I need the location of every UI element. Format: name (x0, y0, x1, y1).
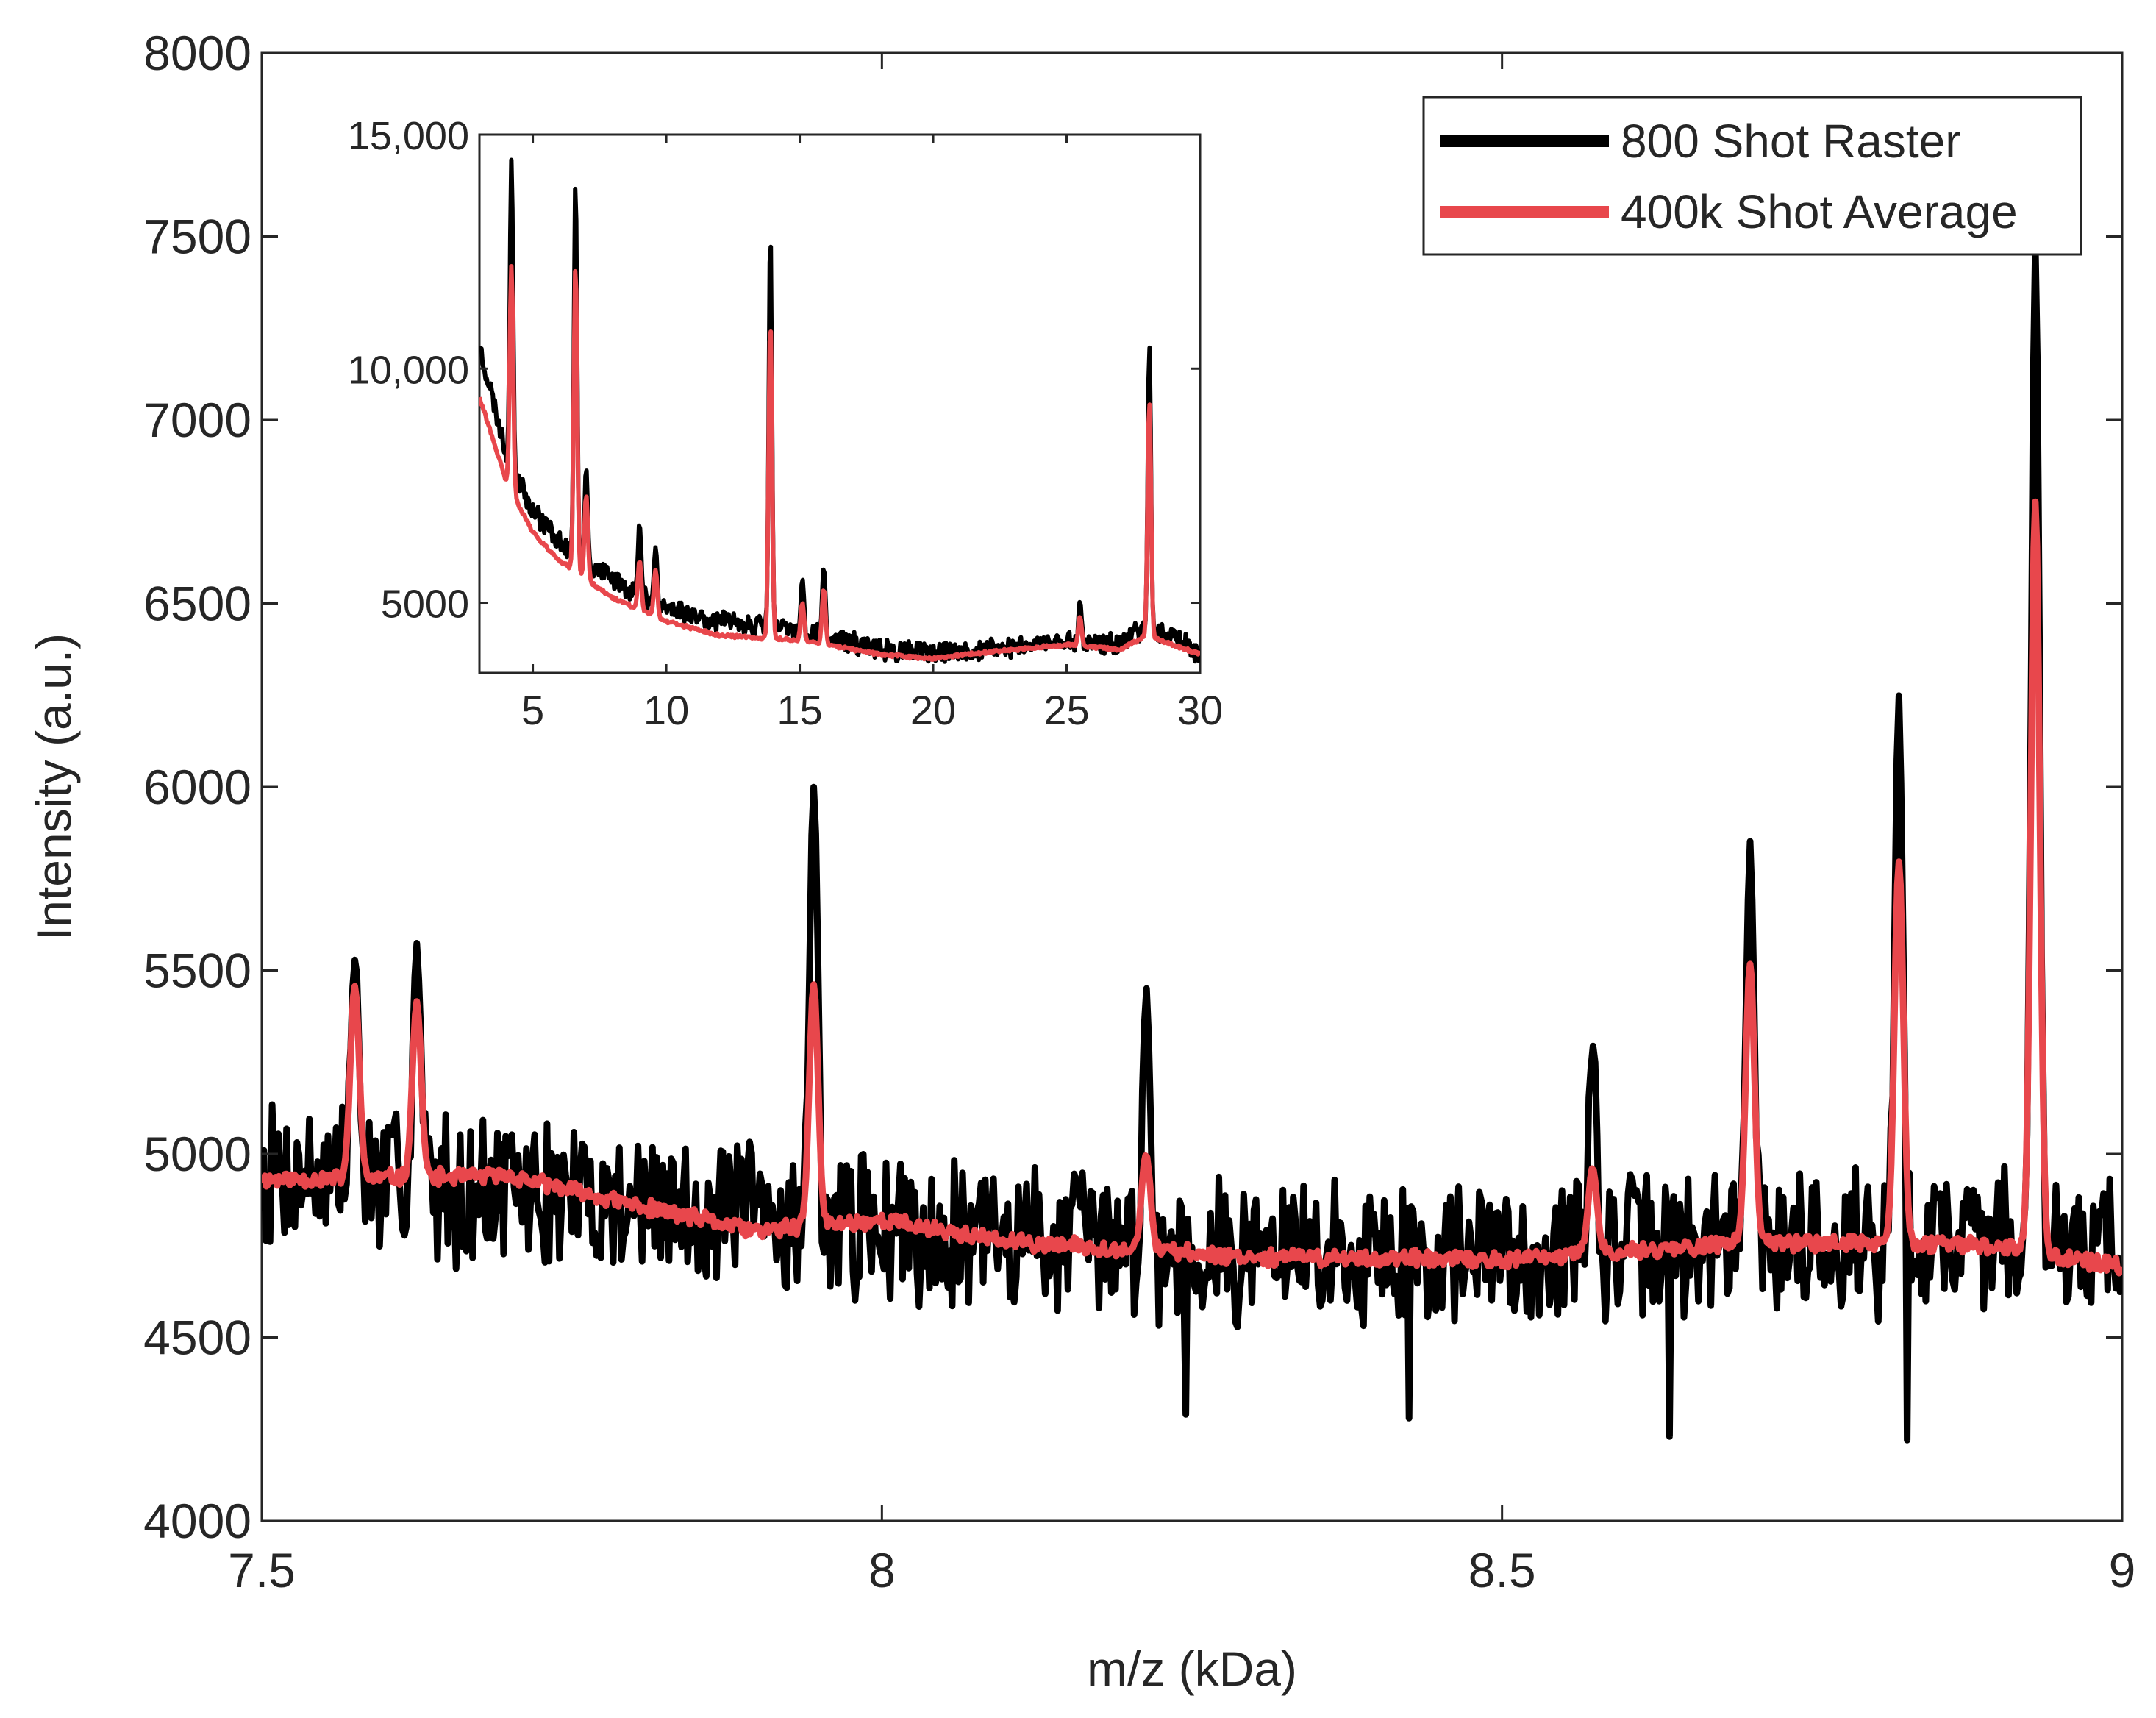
main-x-tick-label: 9 (2109, 1543, 2136, 1597)
average-series-group (262, 498, 2122, 1277)
raster-series-line (262, 240, 2122, 1444)
legend: 800 Shot Raster 400k Shot Average (1422, 96, 2082, 256)
main-y-tick-label: 6500 (143, 577, 251, 631)
inset-x-tick-label: 15 (777, 687, 822, 733)
inset-plot: 5 10 15 20 25 30 5000 10,000 15,000 (348, 114, 1223, 733)
main-x-tick-label: 8 (868, 1543, 896, 1597)
main-y-tick-label: 8000 (143, 26, 251, 80)
main-x-tick-label: 7.5 (228, 1543, 296, 1597)
main-y-tick-label: 5500 (143, 944, 251, 998)
main-y-tick-label: 4500 (143, 1311, 251, 1365)
legend-label-raster: 800 Shot Raster (1621, 115, 1961, 168)
main-y-tick-label: 7000 (143, 393, 251, 447)
legend-box (1422, 96, 2082, 256)
main-x-ticks: 7.5 8 8.5 9 (228, 53, 2135, 1597)
main-x-tick-label: 8.5 (1468, 1543, 1536, 1597)
inset-y-ticks: 5000 10,000 15,000 (348, 114, 1200, 627)
inset-x-ticks: 5 10 15 20 25 30 (521, 135, 1223, 733)
inset-x-tick-label: 30 (1177, 687, 1223, 733)
inset-x-tick-label: 25 (1043, 687, 1089, 733)
main-x-axis-label: m/z (kDa) (1087, 1642, 1297, 1696)
main-y-tick-label: 5000 (143, 1127, 251, 1181)
raster-series-group (262, 240, 2122, 1444)
main-y-tick-label: 6000 (143, 760, 251, 814)
inset-x-tick-label: 5 (521, 687, 544, 733)
main-y-axis-label: Intensity (a.u.) (26, 633, 81, 941)
inset-average-series-line (479, 264, 1200, 662)
average-series-line (262, 498, 2122, 1277)
inset-y-tick-label: 10,000 (348, 348, 469, 392)
inset-average-series-group (479, 264, 1200, 662)
main-y-tick-label: 7500 (143, 210, 251, 264)
legend-label-average: 400k Shot Average (1621, 185, 2018, 238)
inset-axes-frame (478, 133, 1202, 674)
inset-y-tick-label: 15,000 (348, 114, 469, 158)
main-y-tick-label: 4000 (143, 1494, 251, 1548)
inset-x-tick-label: 20 (910, 687, 956, 733)
inset-y-tick-label: 5000 (381, 582, 469, 627)
main-y-ticks: 4000 4500 5000 5500 6000 6500 7000 7500 8000 (143, 26, 2122, 1548)
inset-x-tick-label: 10 (643, 687, 689, 733)
